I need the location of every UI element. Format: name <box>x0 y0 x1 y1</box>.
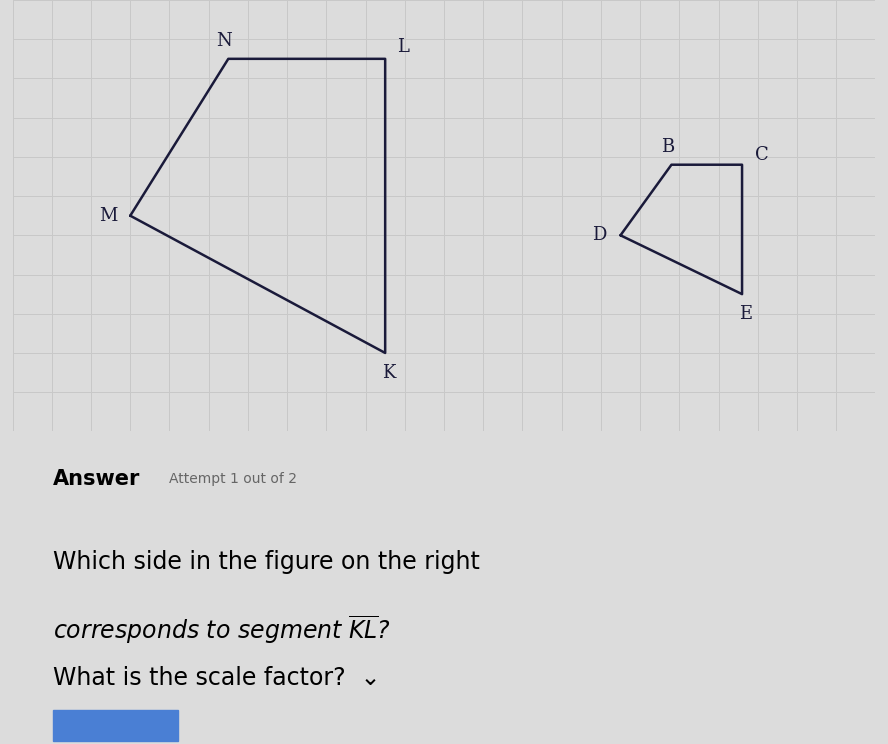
Text: C: C <box>755 146 768 164</box>
Text: Which side in the figure on the right: Which side in the figure on the right <box>53 550 488 574</box>
Text: K: K <box>383 364 396 382</box>
Text: D: D <box>591 226 607 244</box>
Text: L: L <box>397 38 408 56</box>
Text: E: E <box>740 305 752 323</box>
Bar <box>53 710 178 741</box>
Text: corresponds to segment $\overline{KL}$?: corresponds to segment $\overline{KL}$? <box>53 613 392 646</box>
Text: Attempt 1 out of 2: Attempt 1 out of 2 <box>169 472 297 486</box>
Text: Answer: Answer <box>53 469 140 489</box>
Text: B: B <box>661 138 674 156</box>
Text: N: N <box>217 32 233 50</box>
Text: M: M <box>99 207 118 225</box>
Text: What is the scale factor?  ⌄: What is the scale factor? ⌄ <box>53 666 381 690</box>
